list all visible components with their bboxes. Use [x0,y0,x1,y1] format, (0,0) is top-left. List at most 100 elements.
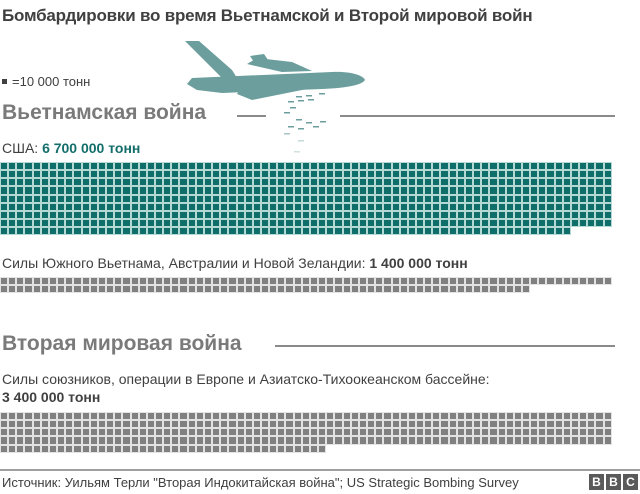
unit-square [424,170,433,179]
unit-square [440,285,449,294]
unit-square [562,178,571,187]
unit-square [587,420,596,429]
sv-allies-value: 1 400 000 тонн [369,255,468,271]
unit-square [187,162,196,171]
unit-square [334,178,343,187]
unit-square [522,420,531,429]
unit-square [391,162,400,171]
unit-square [530,218,539,228]
unit-square [212,285,221,294]
unit-square [570,412,580,421]
unit-square [195,436,204,445]
unit-square [309,227,319,236]
unit-square [32,412,41,421]
footer-divider [0,469,640,471]
unit-square [130,210,139,219]
unit-square [587,428,596,437]
unit-square [106,277,115,286]
unit-square [383,170,392,179]
unit-square [554,412,563,421]
unit-square [277,428,286,437]
unit-square [244,186,253,195]
unit-square [513,186,522,195]
unit-square [334,277,343,286]
unit-square [73,277,82,286]
unit-square [603,178,612,187]
unit-square [130,444,139,453]
unit-square [146,285,155,294]
unit-square [130,412,139,421]
unit-square [350,202,359,211]
unit-square [179,202,188,211]
unit-square [16,428,25,437]
unit-square [489,436,498,445]
unit-square [505,194,514,203]
unit-square [89,210,98,219]
unit-square [432,202,441,211]
unit-square [497,277,506,286]
unit-square [65,420,74,429]
unit-square [106,194,115,203]
unit-square [0,178,9,187]
unit-square [106,210,115,219]
unit-square [497,227,506,236]
unit-square [383,227,392,236]
unit-square [24,444,33,453]
unit-square [456,178,465,187]
unit-square [464,436,474,445]
unit-square [530,194,539,203]
unit-square [367,162,376,171]
unit-square [195,444,204,453]
unit-square [415,202,425,211]
unit-square [236,428,245,437]
unit-square [179,227,188,236]
unit-square [481,170,490,179]
unit-square [73,202,82,211]
unit-square [73,170,82,179]
unit-square [163,178,172,187]
unit-square [236,444,245,453]
legend-label: =10 000 тонн [12,74,91,89]
unit-square [562,412,571,421]
unit-square [448,178,457,187]
unit-square [375,186,384,195]
unit-square [269,227,278,236]
unit-square [579,428,588,437]
unit-square [244,436,253,445]
unit-square [350,162,359,171]
unit-square [383,277,392,286]
unit-square [106,285,115,294]
unit-square [252,436,261,445]
unit-square [309,277,319,286]
unit-square [464,194,474,203]
unit-square [163,428,172,437]
unit-square [171,194,180,203]
unit-square [65,227,74,236]
unit-square [489,227,498,236]
unit-square [122,420,131,429]
unit-square [252,277,261,286]
unit-square [603,170,612,179]
unit-square [212,178,221,187]
unit-square [24,412,33,421]
unit-square [163,227,172,236]
unit-square [171,170,180,179]
unit-square [195,170,204,179]
unit-square [448,412,457,421]
unit-square [0,170,9,179]
unit-square [236,277,245,286]
unit-square [342,277,351,286]
unit-square [554,420,563,429]
unit-square [171,436,180,445]
unit-square [114,227,123,236]
unit-square [8,444,17,453]
unit-square [277,436,286,445]
unit-square [244,202,253,211]
unit-square [81,277,90,286]
unit-square [399,178,408,187]
unit-square [464,285,474,294]
unit-square [236,186,245,195]
unit-square [32,444,41,453]
unit-square [603,218,612,228]
bbc-logo-letter: B [606,474,621,490]
